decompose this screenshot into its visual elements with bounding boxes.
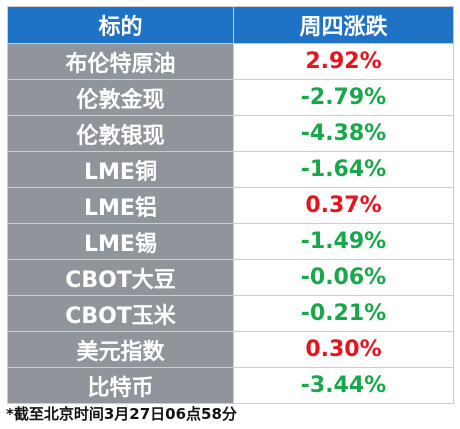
table-row: LME锡 -1.49% [7,223,454,260]
table-header-row: 标的 周四涨跌 [7,6,454,44]
table-row: 美元指数 0.30% [7,331,454,368]
asset-name: CBOT玉米 [7,295,234,332]
asset-name: 伦敦银现 [7,115,234,152]
asset-name: 美元指数 [7,331,234,368]
table-row: CBOT玉米 -0.21% [7,295,454,332]
table-row: 伦敦金现 -2.79% [7,79,454,116]
change-value: -3.44% [233,367,454,404]
change-value: 0.37% [233,187,454,224]
change-value: -2.79% [233,79,454,116]
header-asset: 标的 [7,6,234,44]
table-row: CBOT大豆 -0.06% [7,259,454,296]
table-row: 布伦特原油 2.92% [7,43,454,80]
asset-name: 伦敦金现 [7,79,234,116]
change-value: 2.92% [233,43,454,80]
asset-name: LME锡 [7,223,234,260]
asset-name: 布伦特原油 [7,43,234,80]
table-row: LME铜 -1.64% [7,151,454,188]
footnote: *截至北京时间3月27日06点58分 [6,405,237,423]
header-thursday-change: 周四涨跌 [233,6,454,44]
change-value: -0.06% [233,259,454,296]
table-row: 比特币 -3.44% [7,367,454,404]
asset-name: LME铝 [7,187,234,224]
change-value: -4.38% [233,115,454,152]
price-change-table: 标的 周四涨跌 布伦特原油 2.92% 伦敦金现 -2.79% 伦敦银现 -4.38% LM… [7,6,454,404]
change-value: -1.49% [233,223,454,260]
table-row: LME铝 0.37% [7,187,454,224]
table-row: 伦敦银现 -4.38% [7,115,454,152]
change-value: 0.30% [233,331,454,368]
asset-name: 比特币 [7,367,234,404]
change-value: -0.21% [233,295,454,332]
asset-name: LME铜 [7,151,234,188]
change-value: -1.64% [233,151,454,188]
asset-name: CBOT大豆 [7,259,234,296]
